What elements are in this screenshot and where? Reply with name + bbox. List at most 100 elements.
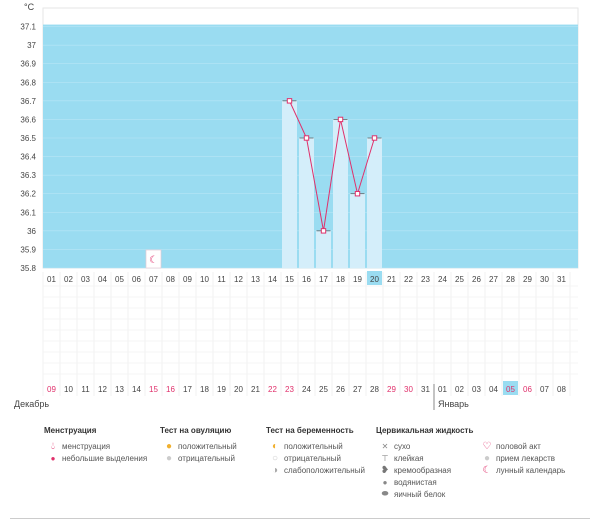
calendar-date-label: 29: [387, 385, 396, 394]
month-label-december: Декабрь: [14, 399, 49, 409]
legend-ovulation-test: Тест на овуляцию ● положительный ● отрицат…: [160, 426, 237, 464]
temperature-point: [371, 135, 378, 141]
calendar-date-label: 21: [251, 385, 260, 394]
legend-pregnancy-test: Тест на беременность ◐ положительный ○ отр…: [266, 426, 365, 476]
legend-item: небольшие выделения: [62, 453, 148, 463]
cycle-day-label: 25: [455, 275, 464, 284]
y-tick-label: 36.5: [20, 134, 36, 143]
legend-title-ovulation: Тест на овуляцию: [160, 426, 232, 435]
cycle-day-label: 13: [251, 275, 260, 284]
dry-x-icon: ✕: [381, 441, 389, 451]
calendar-date-label: 16: [166, 385, 175, 394]
calendar-date-label: 12: [98, 385, 107, 394]
calendar-date-label: 19: [217, 385, 226, 394]
watery-drop-icon: ●: [382, 477, 388, 487]
legend-item: слабоположительный: [284, 465, 365, 475]
calendar-date-label: 18: [200, 385, 209, 394]
moon-marker-cell: [145, 249, 162, 269]
temperature-point: [354, 191, 361, 197]
y-tick-label: 36.2: [20, 190, 36, 199]
calendar-date-label: 28: [370, 385, 379, 394]
temperature-bar: [299, 138, 314, 268]
legend-menstruation: Менструация 💧︎ менструация ● небольшие выд…: [44, 426, 147, 464]
y-tick-label: 36.6: [20, 115, 36, 124]
moon-icon: ☾: [482, 464, 492, 476]
cycle-day-label: 29: [523, 275, 532, 284]
calendar-date-label: 23: [285, 385, 294, 394]
cycle-day-label: 02: [64, 275, 73, 284]
legend-item: клейкая: [394, 453, 424, 463]
cycle-day-label: 01: [47, 275, 56, 284]
calendar-date-label: 24: [302, 385, 311, 394]
cycle-day-label: 17: [319, 275, 328, 284]
pill-icon: ●: [483, 452, 491, 464]
cycle-day-label: 28: [506, 275, 515, 284]
month-label-january: Январь: [438, 399, 469, 409]
cycle-day-label: 12: [234, 275, 243, 284]
calendar-date-label: 07: [540, 385, 549, 394]
calendar-date-label: 05: [506, 385, 515, 394]
drop-icon: 💧︎: [51, 440, 55, 452]
cycle-day-label: 14: [268, 275, 277, 284]
calendar-date-label: 06: [523, 385, 532, 394]
y-tick-label: 37: [27, 41, 36, 50]
y-tick-label: 35.8: [20, 264, 36, 273]
cycle-day-label: 23: [421, 275, 430, 284]
calendar-date-label: 09: [47, 385, 56, 394]
positive-test-icon: ◐: [271, 440, 279, 452]
temperature-bar: [316, 230, 331, 268]
y-tick-label: 35.9: [20, 245, 36, 254]
calendar-date-label: 11: [81, 385, 90, 394]
temperature-point: [337, 116, 344, 123]
y-tick-label: 36.3: [20, 171, 36, 180]
calendar-date-label: 27: [353, 385, 362, 394]
legend-item: отрицательный: [284, 453, 341, 463]
calendar-date-label: 14: [132, 385, 141, 394]
legend-item: отрицательный: [178, 453, 235, 463]
cycle-day-label: 09: [183, 275, 192, 284]
calendar-date-label: 26: [336, 385, 345, 394]
legend-title-cervical: Цервикальная жидкость: [376, 426, 474, 435]
sticky-icon: ⊤: [381, 453, 389, 463]
cycle-day-label: 08: [166, 275, 175, 284]
y-tick-label: 36.9: [20, 60, 36, 69]
temperature-line: [289, 100, 375, 231]
cycle-day-label: 24: [438, 275, 447, 284]
cycle-day-label: 26: [472, 275, 481, 284]
moon-marker-icon: ☾: [149, 255, 158, 266]
temperature-point: [303, 135, 310, 141]
temperature-point: [320, 228, 327, 234]
legend-item: положительный: [178, 441, 237, 451]
legend-item: водянистая: [394, 477, 437, 487]
calendar-date-label: 17: [183, 385, 192, 394]
calendar-date-label: 25: [319, 385, 328, 394]
cycle-day-label: 21: [387, 275, 396, 284]
legend-item: менструация: [62, 441, 111, 451]
calendar-date-label: 15: [149, 385, 158, 394]
calendar-date-label: 01: [438, 385, 447, 394]
legend-title-pregnancy: Тест на беременность: [266, 426, 354, 435]
small-drop-icon: ●: [50, 453, 56, 463]
calendar-date-label: 13: [115, 385, 124, 394]
bottom-divider: [10, 518, 590, 519]
negative-circle-icon: ●: [165, 452, 173, 464]
today-highlight: [503, 381, 518, 395]
bbt-chart: °C 37.1 37 36.9 36.8 36.7 36.6 36.5 36.4 36.3 36.…: [14, 2, 579, 410]
negative-test-icon: ○: [271, 452, 279, 464]
legend-item: сухо: [394, 441, 411, 451]
cycle-day-label: 20: [370, 275, 379, 284]
legend-cervical-fluid: Цервикальная жидкость ✕ сухо ⊤ клейкая ❥ кр…: [376, 426, 473, 500]
cycle-day-label: 30: [540, 275, 549, 284]
legend-other: ♡ половой акт ● прием лекарств ☾ лунный кал…: [478, 440, 566, 476]
cycle-day-label: 15: [285, 275, 294, 284]
cycle-day-label: 03: [81, 275, 90, 284]
y-tick-label: 36.7: [20, 97, 36, 106]
legend-title-menstruation: Менструация: [44, 426, 97, 435]
cycle-day-label: 18: [336, 275, 345, 284]
calendar-date-label: 20: [234, 385, 243, 394]
calendar-date-label: 08: [557, 385, 566, 394]
legend-item: половой акт: [496, 441, 541, 451]
temperature-point: [286, 98, 293, 104]
calendar-date-label: 31: [421, 385, 430, 394]
current-day-highlight: [367, 271, 382, 285]
